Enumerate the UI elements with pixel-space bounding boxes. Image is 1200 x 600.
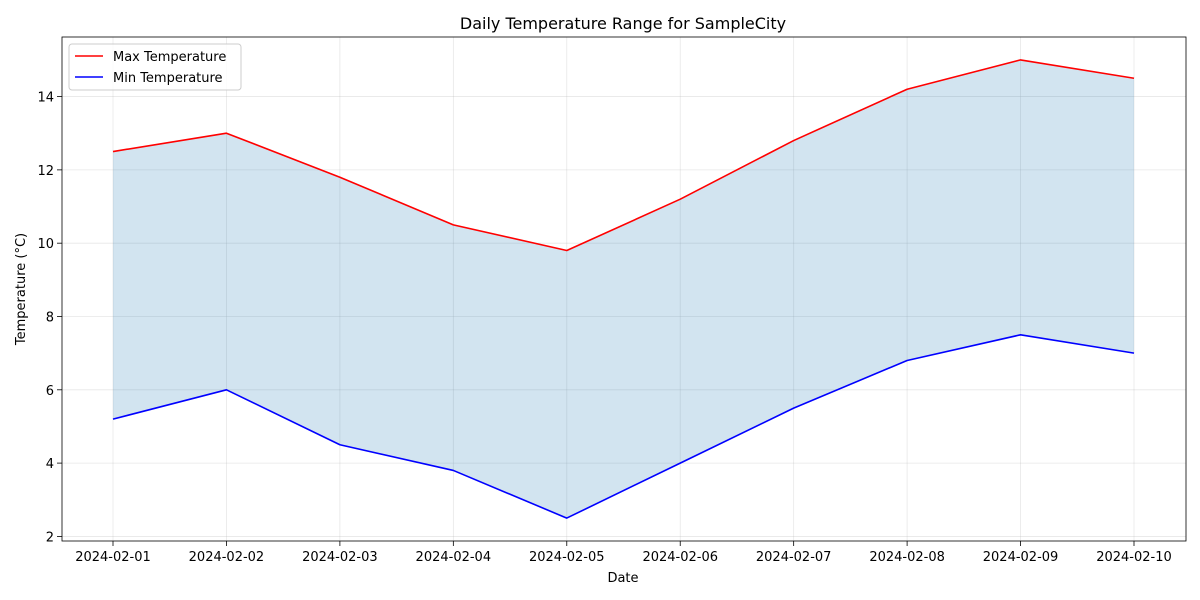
x-tick-label: 2024-02-03 [302, 550, 378, 565]
x-tick-label: 2024-02-08 [869, 550, 945, 565]
grid [62, 37, 1186, 541]
x-tick-label: 2024-02-05 [529, 550, 605, 565]
series-lines [112, 59, 1135, 519]
chart-title: Daily Temperature Range for SampleCity [460, 14, 786, 33]
legend: Max Temperature Min Temperature [68, 43, 242, 91]
legend-label-min: Min Temperature [113, 71, 223, 86]
y-tick-label: 14 [37, 91, 54, 106]
x-tick-label: 2024-02-06 [642, 550, 718, 565]
temperature-range-fill [113, 59, 1134, 519]
plot-frame [61, 36, 1187, 542]
y-tick-label: 8 [46, 310, 54, 325]
x-tick-label: 2024-02-02 [189, 550, 265, 565]
y-tick-label: 6 [46, 384, 54, 399]
x-tick-label: 2024-02-04 [416, 550, 492, 565]
x-tick-label: 2024-02-09 [983, 550, 1059, 565]
x-tick-label: 2024-02-07 [756, 550, 832, 565]
x-tick-label: 2024-02-10 [1096, 550, 1172, 565]
legend-box [68, 43, 242, 91]
y-tick-label: 2 [46, 530, 54, 545]
y-tick-label: 10 [37, 237, 54, 252]
y-axis-ticks: 2 4 6 8 10 12 14 [37, 91, 62, 545]
x-tick-label: 2024-02-01 [75, 550, 151, 565]
x-axis-label: Date [607, 571, 638, 586]
min-temperature-line [112, 334, 1135, 519]
y-axis-label: Temperature (°C) [14, 233, 29, 346]
legend-label-max: Max Temperature [113, 50, 226, 65]
x-axis-ticks: 2024-02-01 2024-02-02 2024-02-03 2024-02-04… [75, 541, 1172, 565]
max-temperature-line [112, 59, 1135, 252]
y-tick-label: 4 [46, 457, 54, 472]
y-tick-label: 12 [37, 164, 54, 179]
